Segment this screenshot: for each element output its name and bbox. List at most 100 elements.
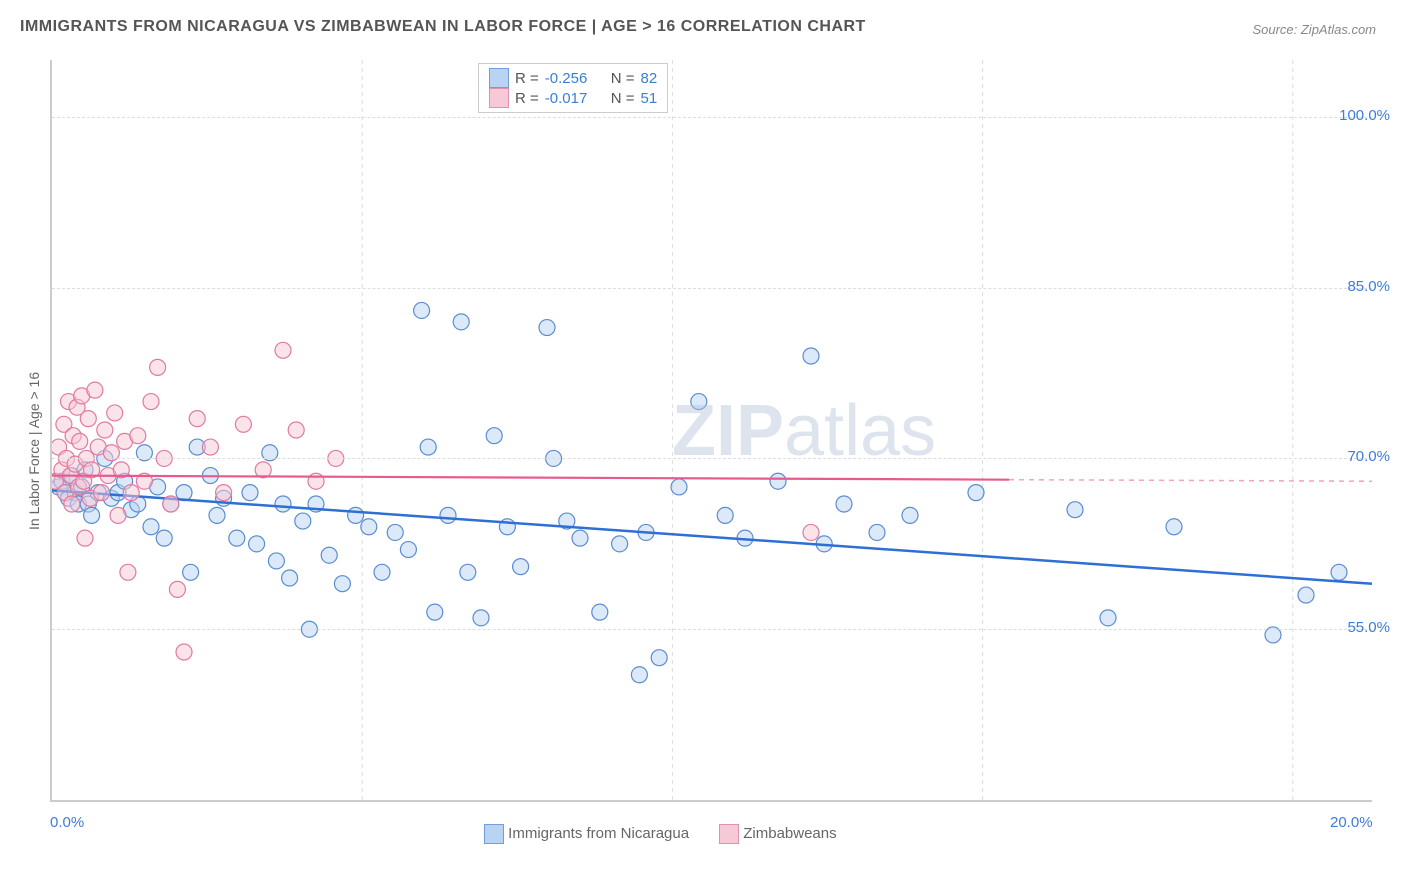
- horizontal-gridline: [52, 458, 1372, 459]
- data-point-zimbabwe: [123, 485, 139, 501]
- data-point-zimbabwe: [97, 422, 113, 438]
- data-point-nicaragua: [156, 530, 172, 546]
- y-tick-label: 70.0%: [1347, 448, 1390, 465]
- data-point-nicaragua: [836, 496, 852, 512]
- data-point-nicaragua: [84, 507, 100, 523]
- data-point-nicaragua: [268, 553, 284, 569]
- n-label: N =: [611, 90, 635, 107]
- correlation-legend-row: R = -0.256 N = 82: [489, 68, 657, 88]
- data-point-zimbabwe: [120, 564, 136, 580]
- data-point-nicaragua: [902, 507, 918, 523]
- data-point-nicaragua: [183, 564, 199, 580]
- data-point-nicaragua: [282, 570, 298, 586]
- data-point-nicaragua: [1100, 610, 1116, 626]
- r-label: R =: [515, 70, 539, 87]
- data-point-zimbabwe: [803, 524, 819, 540]
- data-point-nicaragua: [473, 610, 489, 626]
- series-legend-item: Immigrants from Nicaragua: [484, 824, 689, 844]
- series-legend-label: Immigrants from Nicaragua: [508, 825, 689, 842]
- data-point-nicaragua: [440, 507, 456, 523]
- data-point-nicaragua: [374, 564, 390, 580]
- data-point-nicaragua: [671, 479, 687, 495]
- data-point-nicaragua: [968, 485, 984, 501]
- data-point-zimbabwe: [176, 644, 192, 660]
- data-point-zimbabwe: [189, 411, 205, 427]
- data-point-nicaragua: [1067, 502, 1083, 518]
- data-point-nicaragua: [420, 439, 436, 455]
- data-point-nicaragua: [229, 530, 245, 546]
- legend-swatch: [484, 824, 504, 844]
- data-point-nicaragua: [143, 519, 159, 535]
- data-point-zimbabwe: [169, 581, 185, 597]
- data-point-zimbabwe: [130, 428, 146, 444]
- x-tick-label: 20.0%: [1330, 814, 1373, 831]
- y-axis-label: In Labor Force | Age > 16: [26, 372, 42, 530]
- chart-plot-area: ZIPatlas: [50, 60, 1372, 802]
- data-point-nicaragua: [1166, 519, 1182, 535]
- data-point-nicaragua: [334, 576, 350, 592]
- data-point-zimbabwe: [110, 507, 126, 523]
- legend-swatch: [719, 824, 739, 844]
- r-value: -0.017: [545, 90, 605, 107]
- correlation-legend-row: R =-0.017N =51: [489, 88, 657, 108]
- data-point-zimbabwe: [87, 382, 103, 398]
- data-point-zimbabwe: [94, 485, 110, 501]
- y-tick-label: 100.0%: [1339, 107, 1390, 124]
- n-value: 82: [641, 70, 658, 87]
- data-point-zimbabwe: [202, 439, 218, 455]
- data-point-zimbabwe: [143, 394, 159, 410]
- data-point-zimbabwe: [150, 359, 166, 375]
- chart-svg: [52, 60, 1372, 800]
- data-point-zimbabwe: [80, 411, 96, 427]
- data-point-nicaragua: [770, 473, 786, 489]
- data-point-nicaragua: [572, 530, 588, 546]
- data-point-nicaragua: [387, 524, 403, 540]
- data-point-nicaragua: [803, 348, 819, 364]
- y-tick-label: 55.0%: [1347, 619, 1390, 636]
- data-point-nicaragua: [651, 650, 667, 666]
- data-point-nicaragua: [717, 507, 733, 523]
- data-point-nicaragua: [427, 604, 443, 620]
- data-point-nicaragua: [486, 428, 502, 444]
- n-value: 51: [641, 90, 658, 107]
- horizontal-gridline: [52, 117, 1372, 118]
- data-point-nicaragua: [1331, 564, 1347, 580]
- y-tick-label: 85.0%: [1347, 278, 1390, 295]
- n-label: N =: [611, 70, 635, 87]
- chart-title: IMMIGRANTS FROM NICARAGUA VS ZIMBABWEAN …: [20, 18, 866, 36]
- horizontal-gridline: [52, 288, 1372, 289]
- data-point-zimbabwe: [77, 530, 93, 546]
- data-point-nicaragua: [631, 667, 647, 683]
- data-point-nicaragua: [242, 485, 258, 501]
- data-point-nicaragua: [249, 536, 265, 552]
- series-legend-label: Zimbabweans: [743, 825, 836, 842]
- horizontal-gridline: [52, 629, 1372, 630]
- data-point-nicaragua: [513, 559, 529, 575]
- regression-line-nicaragua: [52, 490, 1372, 583]
- data-point-nicaragua: [1298, 587, 1314, 603]
- data-point-zimbabwe: [72, 433, 88, 449]
- regression-line-zimbabwe: [52, 476, 1009, 480]
- legend-swatch: [489, 88, 509, 108]
- data-point-nicaragua: [691, 394, 707, 410]
- legend-swatch: [489, 68, 509, 88]
- data-point-nicaragua: [295, 513, 311, 529]
- data-point-zimbabwe: [288, 422, 304, 438]
- data-point-nicaragua: [321, 547, 337, 563]
- data-point-nicaragua: [460, 564, 476, 580]
- series-legend-item: Zimbabweans: [719, 824, 837, 844]
- data-point-zimbabwe: [216, 485, 232, 501]
- x-tick-label: 0.0%: [50, 814, 84, 831]
- data-point-nicaragua: [539, 320, 555, 336]
- data-point-zimbabwe: [235, 416, 251, 432]
- regression-line-zimbabwe-dashed: [1009, 480, 1372, 482]
- r-value: -0.256: [545, 70, 605, 87]
- data-point-zimbabwe: [107, 405, 123, 421]
- data-point-nicaragua: [453, 314, 469, 330]
- data-point-nicaragua: [592, 604, 608, 620]
- source-attribution: Source: ZipAtlas.com: [1252, 22, 1376, 37]
- data-point-nicaragua: [361, 519, 377, 535]
- data-point-nicaragua: [275, 496, 291, 512]
- series-legend: Immigrants from Nicaragua Zimbabweans: [484, 824, 837, 844]
- correlation-legend: R = -0.256 N = 82R = -0.017 N = 51: [478, 63, 668, 113]
